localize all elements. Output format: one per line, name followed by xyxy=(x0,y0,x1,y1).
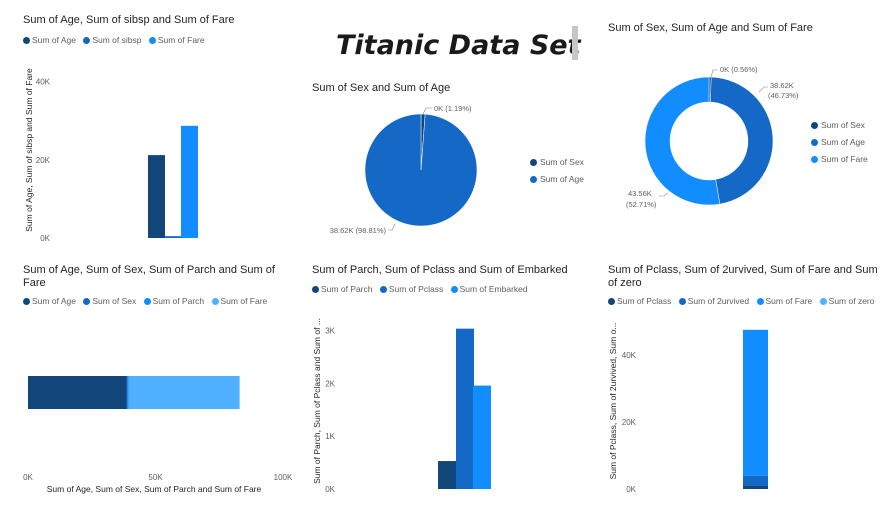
chart-c2: 0K (1.19%) 38.62K (98.81%) xyxy=(330,104,478,235)
data-label: 0K (0.56%) xyxy=(720,65,758,74)
y-tick-label: 40K xyxy=(36,78,51,87)
chart-title: Sum of Parch, Sum of Pclass and Sum of E… xyxy=(312,264,568,276)
legend-item: Sum of Sex xyxy=(530,157,584,174)
title-divider xyxy=(572,26,578,60)
leader-line xyxy=(758,86,768,93)
chart-panel-age-sibsp-fare[interactable]: Sum of Age, Sum of sibsp and Sum of Fare… xyxy=(0,0,290,250)
chart-panel-sex-age-fare-donut[interactable]: Sum of Sex, Sum of Age and Sum of Fare S… xyxy=(596,0,890,250)
donut-slice-sum-of-age xyxy=(710,76,774,205)
chart-c6: 0K 20K 40K Sum of Pclass, Sum of 2urvived, … xyxy=(608,323,768,494)
leader-line xyxy=(659,192,669,197)
legend-item: Sum of Sex xyxy=(811,120,868,137)
chart-legend: Sum of Age Sum of sibsp Sum of Fare xyxy=(23,35,210,45)
legend-item: Sum of Fare xyxy=(148,35,205,45)
pie-slice-sum-of-age xyxy=(364,113,478,227)
legend-item: Sum of Parch xyxy=(143,296,204,306)
chart-legend: Sum of Pclass Sum of 2urvived Sum of Far… xyxy=(608,296,879,306)
chart-panel-sex-age-pie[interactable]: Sum of Sex and Sum of Age Sum of Sex Sum… xyxy=(300,70,590,250)
legend-item: Sum of Parch xyxy=(312,284,373,294)
chart-panel-pclass-survived-fare-zero[interactable]: Sum of Pclass, Sum of 2urvived, Sum of F… xyxy=(596,258,890,512)
leader-line xyxy=(388,223,396,231)
bar-sum-of-sex xyxy=(126,376,128,409)
bar-sum-of-age xyxy=(28,376,127,409)
y-tick-label: 0K xyxy=(40,234,50,243)
bar-sum-of-fare xyxy=(743,329,768,476)
data-label: 38.62K xyxy=(770,81,794,90)
data-label: (46.73%) xyxy=(768,91,799,100)
bar-sum-of-pclass xyxy=(456,328,474,489)
data-label: 43.56K xyxy=(628,189,652,198)
y-tick-label: 20K xyxy=(622,418,637,427)
legend-item: Sum of Fare xyxy=(211,296,267,306)
bar-sum-of-embarked xyxy=(473,385,491,489)
bar-sum-of-2urvived xyxy=(743,475,768,486)
chart-legend: Sum of Sex Sum of Age Sum of Fare xyxy=(811,120,868,171)
legend-item: Sum of Fare xyxy=(811,154,868,171)
chart-legend: Sum of Sex Sum of Age xyxy=(530,157,584,191)
donut-slice-sum-of-fare xyxy=(644,76,721,206)
chart-title: Sum of Sex, Sum of Age and Sum of Fare xyxy=(608,22,813,34)
chart-title: Sum of Age, Sum of sibsp and Sum of Fare xyxy=(23,14,235,26)
legend-item: Sum of 2urvived xyxy=(678,296,749,306)
y-axis-title: Sum of Pclass, Sum of 2urvived, Sum o... xyxy=(608,323,618,480)
y-tick-label: 0K xyxy=(626,485,636,494)
data-label: 38.62K (98.81%) xyxy=(330,226,387,235)
legend-item: Sum of sibsp xyxy=(83,35,141,45)
chart-title: Sum of Age, Sum of Sex, Sum of Parch and… xyxy=(23,264,275,289)
legend-item: Sum of zero xyxy=(819,296,874,306)
bar-sum-of-pclass xyxy=(743,485,768,489)
legend-item: Sum of Pclass xyxy=(608,296,671,306)
y-tick-label: 40K xyxy=(622,351,637,360)
y-axis-title: Sum of Age, Sum of sibsp and Sum of Fare xyxy=(24,68,34,232)
x-tick-label: 100K xyxy=(274,473,293,482)
leader-line xyxy=(710,69,718,78)
leader-line xyxy=(422,107,432,115)
x-tick-label: 0K xyxy=(23,473,33,482)
x-axis-title: Sum of Age, Sum of Sex, Sum of Parch and… xyxy=(47,484,262,494)
bar-sum-of-parch xyxy=(127,376,129,409)
chart-panel-parch-pclass-embarked[interactable]: Sum of Parch, Sum of Pclass and Sum of E… xyxy=(300,258,596,512)
y-axis-title: Sum of Parch, Sum of Pclass and Sum of .… xyxy=(312,318,322,484)
legend-item: Sum of Age xyxy=(23,296,76,306)
x-tick-label: 50K xyxy=(148,473,163,482)
data-label: 0K (1.19%) xyxy=(434,104,472,113)
chart-c3: 0K (0.56%) 38.62K(46.73%) 43.56K (52.71%) xyxy=(626,65,799,209)
y-tick-label: 1K xyxy=(325,432,335,441)
chart-panel-age-sex-parch-fare[interactable]: Sum of Age, Sum of Sex, Sum of Parch and… xyxy=(0,258,300,512)
chart-c4: 0K 50K 100K Sum of Age, Sum of Sex, Sum of … xyxy=(23,376,293,494)
bar-sum-of-fare xyxy=(128,376,240,409)
legend-item: Sum of Fare xyxy=(756,296,812,306)
y-tick-label: 2K xyxy=(325,379,335,388)
chart-legend: Sum of Age Sum of Sex Sum of Parch Sum o… xyxy=(23,296,272,306)
y-tick-label: 3K xyxy=(325,327,335,336)
chart-title: Sum of Pclass, Sum of 2urvived, Sum of F… xyxy=(608,264,878,289)
y-tick-label: 20K xyxy=(36,156,51,165)
legend-item: Sum of Age xyxy=(811,137,868,154)
bar-sum-of-age xyxy=(148,155,165,238)
page-title: Titanic Data Set xyxy=(336,30,581,61)
bar-sum-of-fare xyxy=(181,125,198,238)
legend-item: Sum of Age xyxy=(530,174,584,191)
chart-title: Sum of Sex and Sum of Age xyxy=(312,82,451,94)
bar-sum-of-parch xyxy=(438,461,456,489)
data-label: (52.71%) xyxy=(626,200,657,209)
chart-legend: Sum of Parch Sum of Pclass Sum of Embark… xyxy=(312,284,533,294)
bar-sum-of-sibsp xyxy=(165,236,182,238)
legend-item: Sum of Age xyxy=(23,35,76,45)
legend-item: Sum of Embarked xyxy=(450,284,528,294)
y-tick-label: 0K xyxy=(325,485,335,494)
legend-item: Sum of Sex xyxy=(83,296,136,306)
legend-item: Sum of Pclass xyxy=(379,284,443,294)
